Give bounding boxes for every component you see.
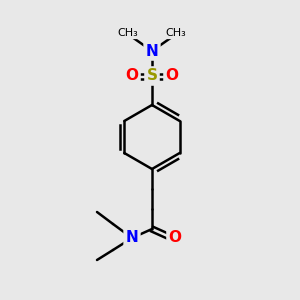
Text: O: O [166, 68, 178, 83]
Text: O: O [125, 68, 139, 83]
Text: N: N [146, 44, 158, 59]
Text: CH₃: CH₃ [118, 28, 138, 38]
Text: O: O [169, 230, 182, 245]
Text: S: S [146, 68, 158, 83]
Text: CH₃: CH₃ [166, 28, 186, 38]
Text: N: N [126, 230, 138, 245]
